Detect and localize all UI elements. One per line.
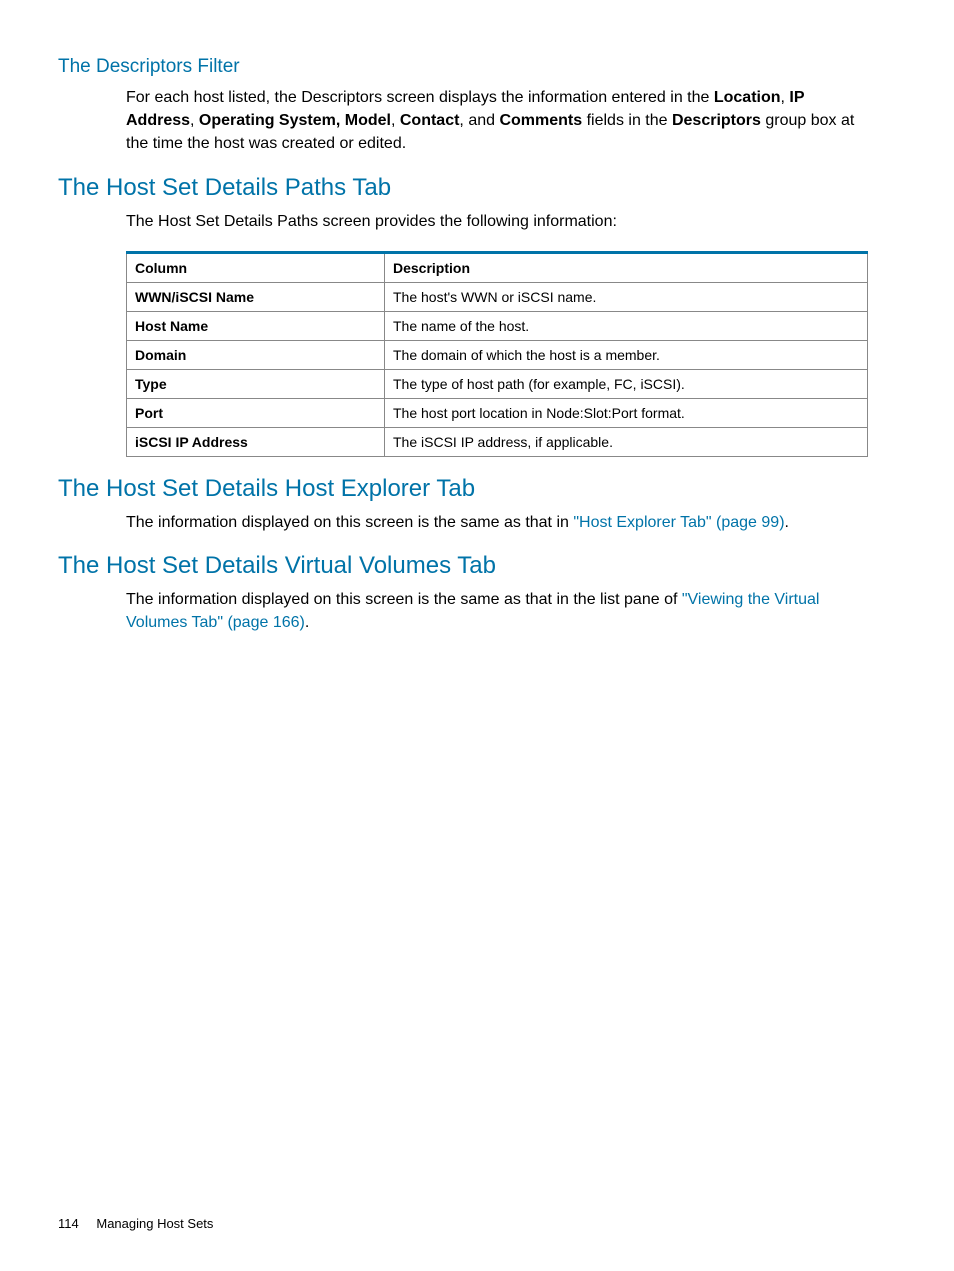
table-cell-description: The host port location in Node:Slot:Port… [385,398,868,427]
bold-term: Comments [499,112,582,129]
table-cell-column: iSCSI IP Address [127,427,385,456]
table-row: Host NameThe name of the host. [127,311,868,340]
table-row: iSCSI IP AddressThe iSCSI IP address, if… [127,427,868,456]
paths-table: Column Description WWN/iSCSI NameThe hos… [126,251,868,457]
text-run: fields in the [582,112,672,129]
heading-paths-tab: The Host Set Details Paths Tab [58,174,876,202]
table-cell-description: The iSCSI IP address, if applicable. [385,427,868,456]
table-header-column: Column [127,252,385,282]
table-row: WWN/iSCSI NameThe host's WWN or iSCSI na… [127,282,868,311]
text-run: , [190,112,199,129]
bold-term: Operating System, Model [199,112,391,129]
heading-virtual-volumes-tab: The Host Set Details Virtual Volumes Tab [58,552,876,580]
para-descriptors: For each host listed, the Descriptors sc… [126,86,876,156]
bold-term: Location [714,89,781,106]
para-paths-intro: The Host Set Details Paths screen provid… [126,210,876,233]
heading-descriptors-filter: The Descriptors Filter [58,56,876,78]
table-row: DomainThe domain of which the host is a … [127,340,868,369]
table-cell-column: Port [127,398,385,427]
page-number: 114 [58,1216,79,1231]
bold-term: Descriptors [672,112,761,129]
table-row: PortThe host port location in Node:Slot:… [127,398,868,427]
table-cell-description: The name of the host. [385,311,868,340]
table-cell-column: Type [127,369,385,398]
heading-host-explorer-tab: The Host Set Details Host Explorer Tab [58,475,876,503]
text-post: . [785,514,789,531]
footer-section-title: Managing Host Sets [96,1216,213,1231]
text-run: , and [459,112,499,129]
table-cell-column: WWN/iSCSI Name [127,282,385,311]
table-cell-column: Domain [127,340,385,369]
table-cell-description: The type of host path (for example, FC, … [385,369,868,398]
para-host-explorer: The information displayed on this screen… [126,511,876,534]
text-pre: The information displayed on this screen… [126,591,682,608]
text-run: For each host listed, the Descriptors sc… [126,89,714,106]
text-post: . [305,614,309,631]
table-cell-column: Host Name [127,311,385,340]
page-footer: 114 Managing Host Sets [58,1216,213,1231]
para-virtual-volumes: The information displayed on this screen… [126,588,876,634]
table-header-description: Description [385,252,868,282]
text-run: , [391,112,400,129]
bold-term: Contact [400,112,460,129]
text-pre: The information displayed on this screen… [126,514,573,531]
table-row: TypeThe type of host path (for example, … [127,369,868,398]
table-cell-description: The host's WWN or iSCSI name. [385,282,868,311]
link-host-explorer-tab[interactable]: "Host Explorer Tab" (page 99) [573,514,784,531]
table-header-row: Column Description [127,252,868,282]
table-cell-description: The domain of which the host is a member… [385,340,868,369]
